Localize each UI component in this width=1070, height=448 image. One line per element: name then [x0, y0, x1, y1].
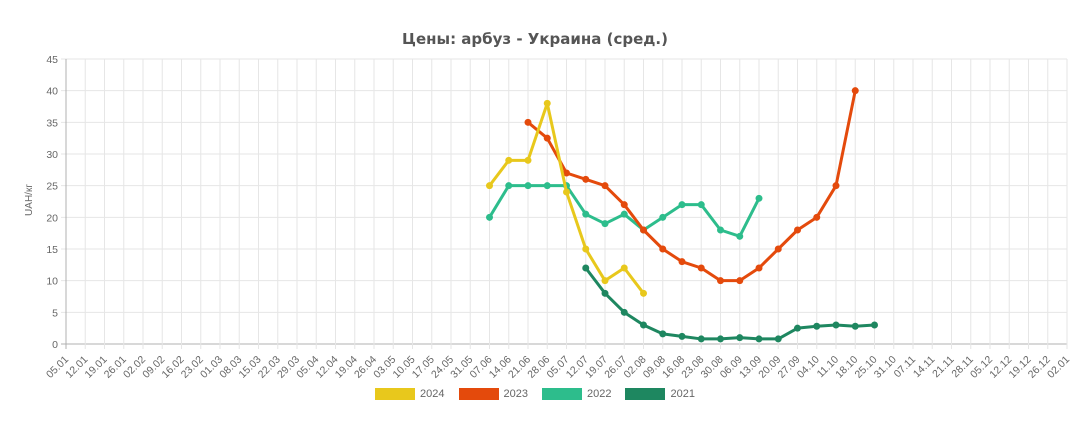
- data-point[interactable]: [774, 335, 782, 343]
- y-tick-label: 40: [46, 86, 58, 98]
- legend-label: 2023: [503, 388, 528, 400]
- series-2021: [582, 264, 878, 343]
- y-axis: 0 5 10 15 20 25 30 35 40 45: [46, 54, 58, 351]
- data-point[interactable]: [717, 335, 724, 343]
- series-line: [584, 267, 875, 341]
- data-point[interactable]: [832, 182, 840, 190]
- legend-label: 2021: [670, 388, 695, 400]
- legend-swatch: [542, 388, 582, 400]
- data-point[interactable]: [717, 277, 724, 285]
- data-point[interactable]: [794, 226, 801, 234]
- data-point[interactable]: [505, 156, 513, 164]
- data-point[interactable]: [543, 182, 551, 190]
- data-point[interactable]: [601, 182, 609, 190]
- legend-swatch: [375, 388, 416, 400]
- y-tick-label: 0: [52, 339, 58, 351]
- x-tick-label: 02.01: [1045, 354, 1070, 381]
- data-point[interactable]: [717, 226, 724, 234]
- legend-item-2022[interactable]: 2022: [542, 388, 611, 400]
- data-point[interactable]: [697, 264, 705, 272]
- y-tick-label: 15: [46, 244, 58, 256]
- data-point[interactable]: [851, 87, 859, 95]
- data-point[interactable]: [851, 322, 859, 330]
- y-tick-label: 45: [46, 54, 58, 66]
- data-point[interactable]: [582, 245, 590, 253]
- data-point[interactable]: [697, 335, 705, 343]
- data-point[interactable]: [832, 321, 840, 329]
- data-point[interactable]: [620, 308, 628, 316]
- data-point[interactable]: [678, 258, 686, 266]
- legend-item-2024[interactable]: 2024: [375, 388, 445, 400]
- y-tick-label: 35: [46, 117, 58, 129]
- legend-swatch: [458, 388, 499, 400]
- data-point[interactable]: [736, 232, 744, 240]
- chart-title: Цены: арбуз - Украина (сред.): [402, 30, 668, 48]
- data-point[interactable]: [755, 335, 763, 343]
- data-point[interactable]: [640, 321, 647, 329]
- data-point[interactable]: [813, 213, 821, 221]
- series-2022: [486, 182, 763, 240]
- data-point[interactable]: [813, 322, 821, 330]
- legend-swatch: [625, 388, 666, 400]
- data-point[interactable]: [543, 134, 551, 142]
- grid-lines: [61, 58, 1068, 349]
- y-tick-label: 20: [46, 212, 58, 224]
- data-point[interactable]: [563, 188, 570, 196]
- data-point[interactable]: [620, 201, 628, 209]
- data-point[interactable]: [659, 330, 667, 338]
- data-point[interactable]: [582, 210, 590, 218]
- data-point[interactable]: [871, 321, 878, 329]
- data-point[interactable]: [563, 169, 570, 177]
- data-series: [486, 87, 878, 343]
- data-point[interactable]: [755, 194, 763, 202]
- data-point[interactable]: [582, 264, 590, 272]
- data-point[interactable]: [524, 182, 532, 190]
- data-point[interactable]: [601, 289, 609, 297]
- data-point[interactable]: [640, 226, 647, 234]
- data-point[interactable]: [678, 201, 686, 209]
- y-tick-label: 25: [46, 181, 58, 193]
- data-point[interactable]: [736, 277, 744, 285]
- series-2024: [486, 99, 647, 297]
- legend-item-2023[interactable]: 2023: [458, 388, 528, 400]
- data-point[interactable]: [736, 334, 744, 342]
- legend-label: 2024: [420, 388, 445, 400]
- data-point[interactable]: [524, 156, 532, 164]
- y-tick-label: 5: [52, 307, 58, 319]
- data-point[interactable]: [755, 264, 763, 272]
- data-point[interactable]: [543, 99, 551, 107]
- data-point[interactable]: [659, 245, 667, 253]
- y-tick-label: 30: [46, 149, 58, 161]
- data-point[interactable]: [601, 277, 609, 285]
- data-point[interactable]: [620, 210, 628, 218]
- data-point[interactable]: [640, 289, 647, 297]
- data-point[interactable]: [659, 213, 667, 221]
- legend-label: 2022: [587, 388, 612, 400]
- data-point[interactable]: [486, 182, 493, 190]
- data-point[interactable]: [582, 175, 590, 183]
- legend: 2024 2023 2022 2021: [0, 388, 1070, 400]
- data-point[interactable]: [620, 264, 628, 272]
- data-point[interactable]: [678, 332, 686, 340]
- data-point[interactable]: [505, 182, 513, 190]
- data-point[interactable]: [697, 201, 705, 209]
- data-point[interactable]: [524, 118, 532, 126]
- y-tick-label: 10: [46, 276, 58, 288]
- data-point[interactable]: [486, 213, 493, 221]
- series-2023: [524, 87, 859, 285]
- x-axis: 05.0112.0119.0126.0102.0209.0216.0223.02…: [44, 354, 1070, 381]
- data-point[interactable]: [601, 220, 609, 228]
- legend-item-2021[interactable]: 2021: [625, 388, 695, 400]
- y-axis-label: UAH/кг: [24, 184, 35, 216]
- data-point[interactable]: [794, 324, 801, 332]
- data-point[interactable]: [774, 245, 782, 253]
